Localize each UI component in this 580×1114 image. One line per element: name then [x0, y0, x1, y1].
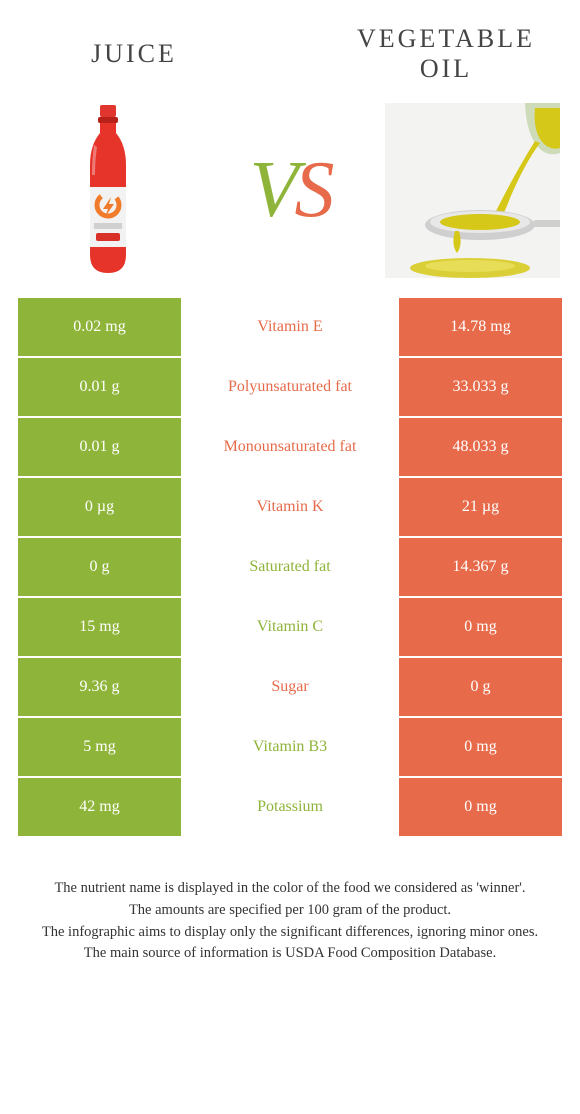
nutrient-label: Saturated fat: [181, 538, 399, 598]
footer-line: The amounts are specified per 100 gram o…: [10, 900, 570, 922]
left-value: 5 mg: [18, 718, 181, 778]
right-value: 21 µg: [399, 478, 562, 538]
header: JUICE VEGETABLE OIL: [0, 0, 580, 90]
nutrient-label: Vitamin K: [181, 478, 399, 538]
vs-v: V: [250, 146, 295, 234]
nutrient-label: Vitamin B3: [181, 718, 399, 778]
right-value: 0 mg: [399, 718, 562, 778]
right-value: 14.78 mg: [399, 298, 562, 358]
nutrient-label: Polyunsaturated fat: [181, 358, 399, 418]
left-value: 0 µg: [18, 478, 181, 538]
image-row: VS: [0, 90, 580, 290]
left-value: 0 g: [18, 538, 181, 598]
right-title: VEGETABLE OIL: [342, 24, 550, 84]
nutrient-label: Monounsaturated fat: [181, 418, 399, 478]
left-value: 0.01 g: [18, 418, 181, 478]
juice-image: [20, 103, 195, 278]
right-value: 33.033 g: [399, 358, 562, 418]
left-value: 0.01 g: [18, 358, 181, 418]
table-row: 9.36 gSugar0 g: [18, 658, 562, 718]
nutrient-label: Potassium: [181, 778, 399, 838]
nutrient-label: Vitamin E: [181, 298, 399, 358]
footer-line: The main source of information is USDA F…: [10, 943, 570, 965]
table-row: 0 gSaturated fat14.367 g: [18, 538, 562, 598]
vs-s: S: [294, 146, 330, 234]
comparison-table: 0.02 mgVitamin E14.78 mg0.01 gPolyunsatu…: [18, 298, 562, 838]
left-value: 15 mg: [18, 598, 181, 658]
left-title: JUICE: [30, 39, 238, 69]
right-value: 48.033 g: [399, 418, 562, 478]
table-row: 15 mgVitamin C0 mg: [18, 598, 562, 658]
footer: The nutrient name is displayed in the co…: [10, 878, 570, 965]
right-value: 14.367 g: [399, 538, 562, 598]
vs-label: VS: [250, 150, 331, 230]
table-row: 0.01 gPolyunsaturated fat33.033 g: [18, 358, 562, 418]
left-value: 9.36 g: [18, 658, 181, 718]
table-row: 0.01 gMonounsaturated fat48.033 g: [18, 418, 562, 478]
table-row: 5 mgVitamin B30 mg: [18, 718, 562, 778]
table-row: 0.02 mgVitamin E14.78 mg: [18, 298, 562, 358]
right-value: 0 mg: [399, 778, 562, 838]
left-value: 42 mg: [18, 778, 181, 838]
nutrient-label: Sugar: [181, 658, 399, 718]
left-value: 0.02 mg: [18, 298, 181, 358]
oil-image: [385, 103, 560, 278]
table-row: 0 µgVitamin K21 µg: [18, 478, 562, 538]
footer-line: The infographic aims to display only the…: [10, 922, 570, 944]
table-row: 42 mgPotassium0 mg: [18, 778, 562, 838]
nutrient-label: Vitamin C: [181, 598, 399, 658]
right-value: 0 g: [399, 658, 562, 718]
right-value: 0 mg: [399, 598, 562, 658]
footer-line: The nutrient name is displayed in the co…: [10, 878, 570, 900]
